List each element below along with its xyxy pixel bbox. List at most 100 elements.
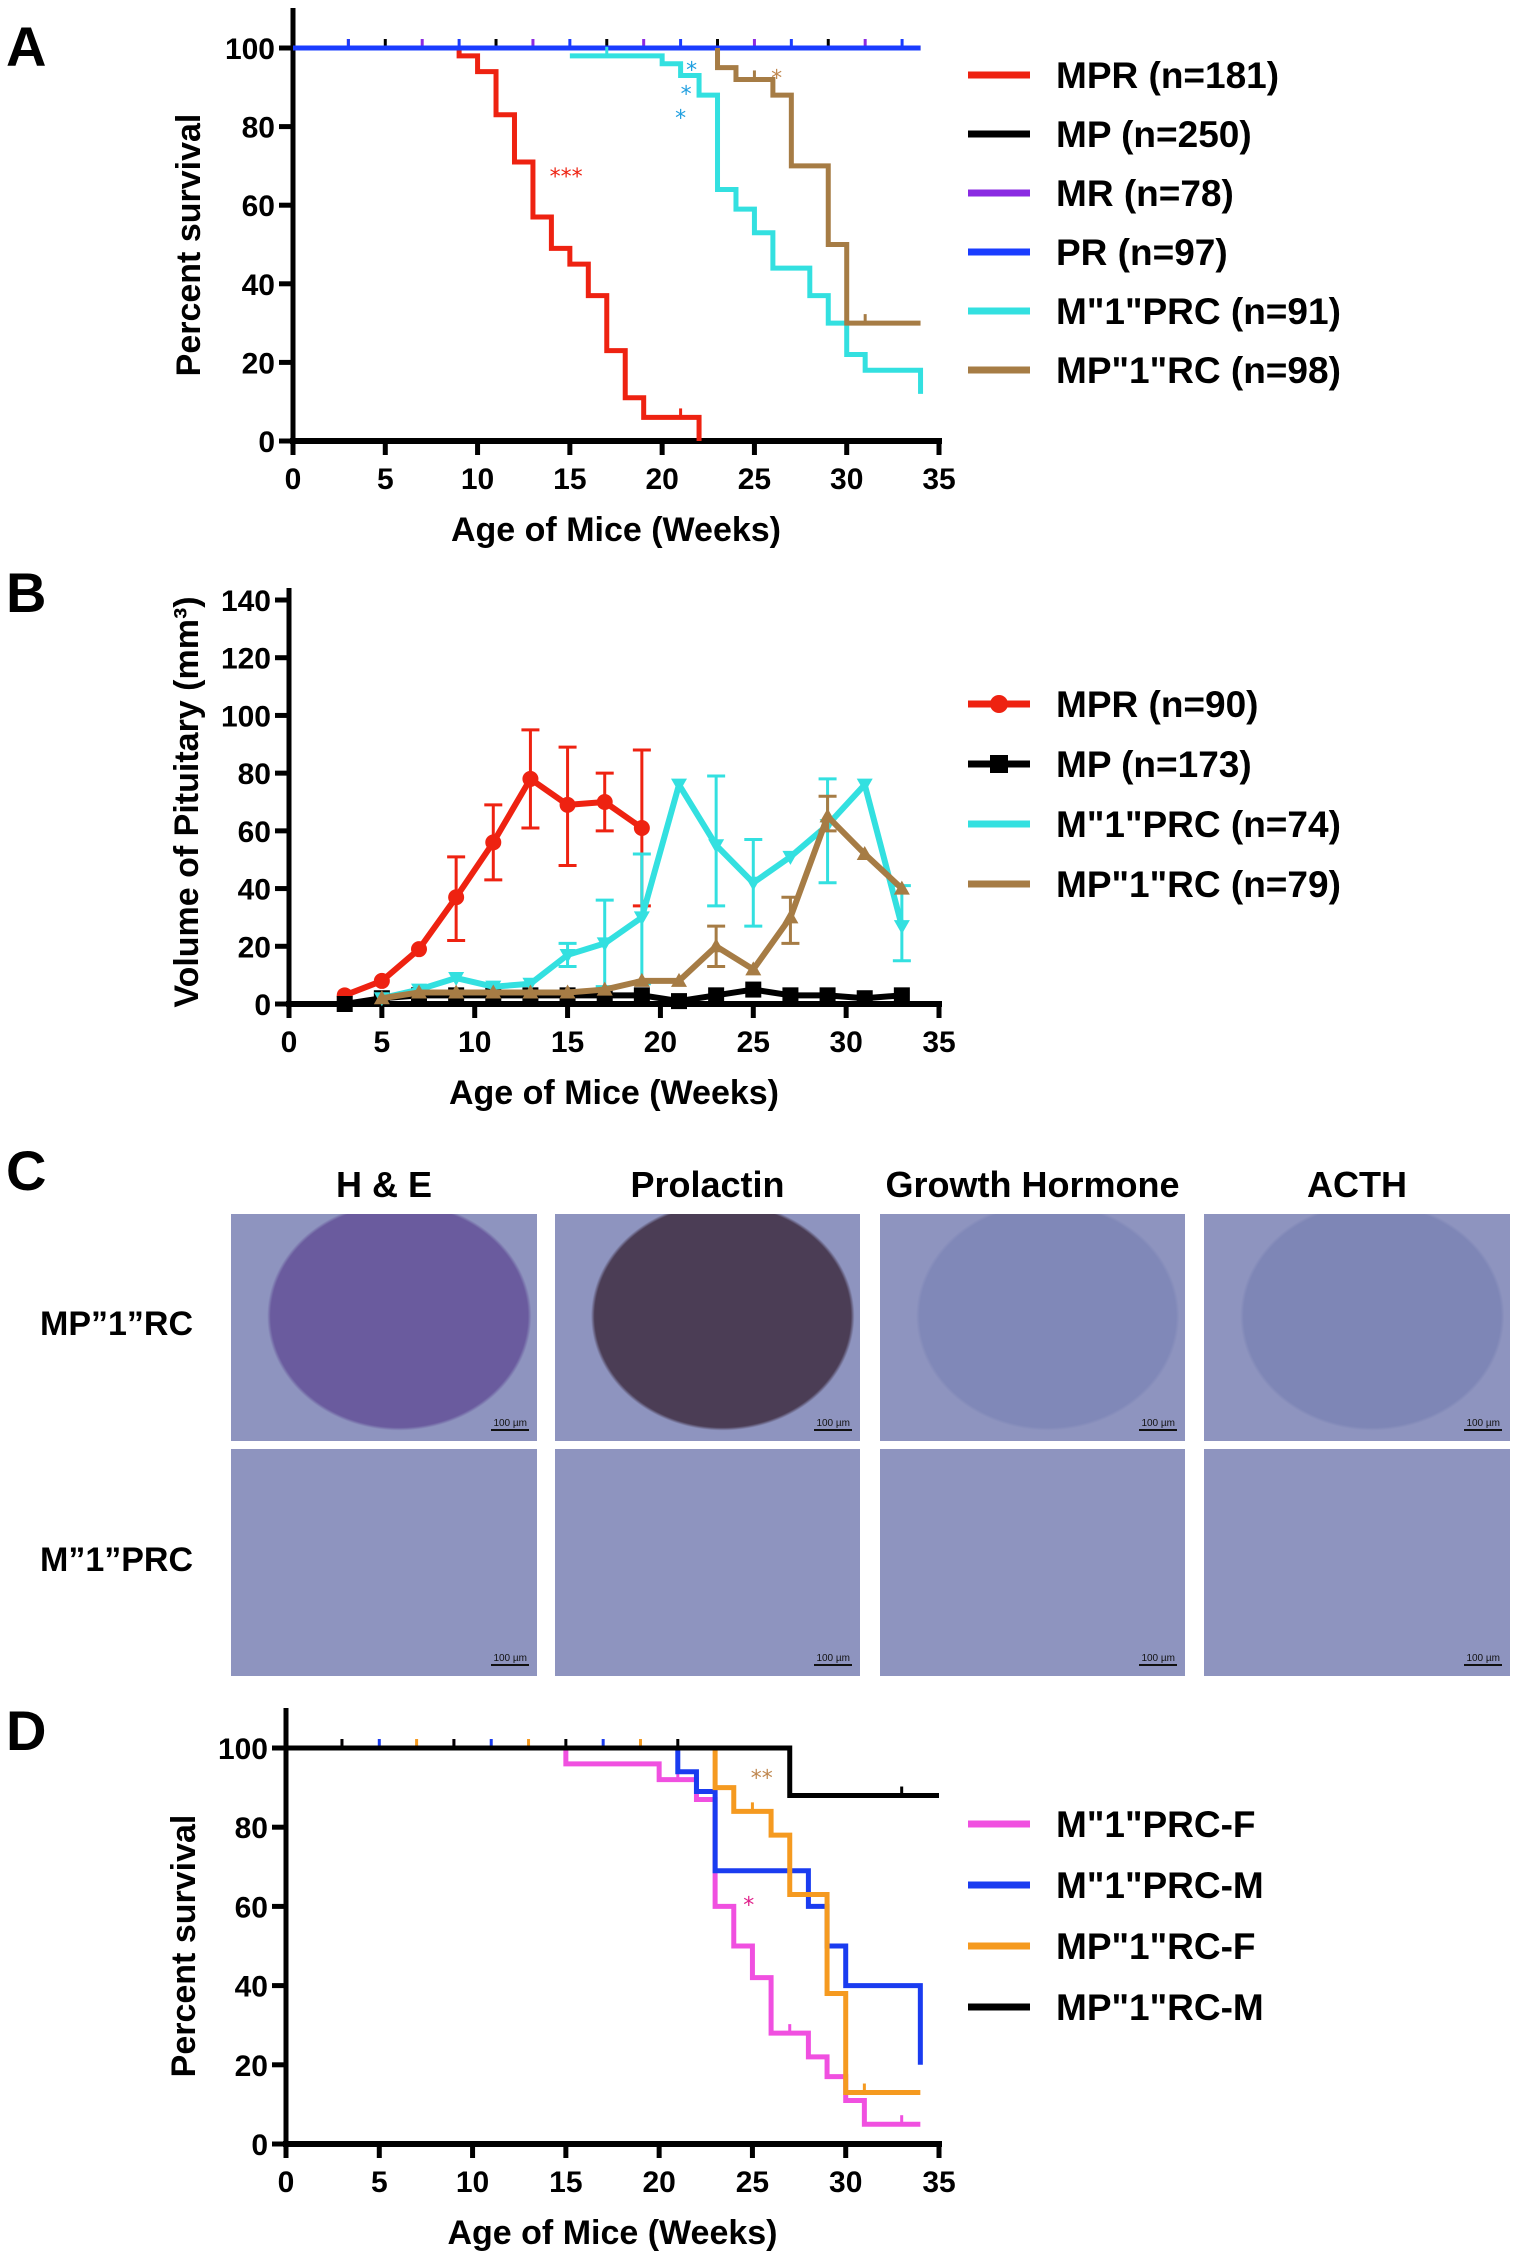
y-tick-label: 60	[235, 1891, 268, 1924]
survival-curve-4	[569, 53, 924, 394]
data-point	[596, 794, 613, 810]
data-point	[893, 987, 910, 1004]
x-tick-label: 35	[922, 463, 955, 496]
survival-curve-2	[286, 1745, 921, 2096]
data-point	[633, 972, 650, 987]
y-tick-label: 40	[235, 1971, 268, 2004]
chart-d-survival-by-sex: 0 5 10 15 20 25 30 35 0 20 40 60 80 100 Age of Mice (W…	[165, 1708, 1264, 2252]
panel-letter-c: C	[6, 1139, 46, 1202]
x-tick-label: 20	[644, 1026, 677, 1059]
scale-bar: 100 µm	[1464, 1653, 1502, 1666]
y-axis-title: Percent survival	[170, 114, 208, 377]
legend-label: MPR (n=90)	[1056, 684, 1259, 725]
x-tick-label: 35	[922, 2166, 955, 2199]
legend-label: MR (n=78)	[1056, 173, 1234, 214]
scale-bar: 100 µm	[491, 1418, 529, 1431]
data-point	[522, 770, 539, 787]
y-tick-label: 60	[238, 816, 271, 849]
data-point	[522, 984, 539, 999]
legend-marker	[990, 695, 1008, 713]
data-point	[448, 972, 465, 987]
y-tick-label: 40	[238, 874, 271, 907]
x-tick-label: 25	[736, 2166, 769, 2199]
x-tick-label: 30	[829, 1026, 862, 1059]
x-tick-label: 25	[737, 1026, 770, 1059]
legend-label: MP"1"RC (n=79)	[1056, 864, 1341, 905]
survival-curve-3	[286, 1745, 939, 1799]
data-point	[559, 796, 576, 813]
x-tick-label: 30	[830, 463, 863, 496]
histology-image-he-row-2: 100 µm	[231, 1449, 537, 1676]
significance-annotation: *	[681, 83, 692, 108]
y-tick-label: 80	[238, 758, 271, 791]
data-point	[336, 996, 353, 1012]
panel-letter-a: A	[6, 15, 46, 78]
data-point	[893, 880, 910, 895]
y-tick-label: 120	[221, 643, 271, 676]
chart-b-pituitary-volume: 0 5 10 15 20 25 30 35 0 20 40 60 80 100 120 140 Age of M…	[168, 585, 1341, 1112]
column-header-prolactin: Prolactin	[630, 1164, 785, 1205]
y-tick-label: 0	[251, 2129, 268, 2162]
x-tick-label: 0	[281, 1026, 298, 1059]
histology-image-growth-hormone-row-1: 100 µm	[880, 1214, 1185, 1441]
legend-label: M"1"PRC (n=91)	[1056, 291, 1341, 332]
data-point	[708, 938, 725, 953]
y-axis-title: Volume of Pituitary (mm³)	[168, 596, 206, 1007]
legend-label: M"1"PRC-F	[1056, 1804, 1256, 1845]
y-tick-label: 100	[221, 700, 271, 733]
data-point	[819, 987, 836, 1004]
data-point	[745, 981, 762, 998]
x-tick-label: 20	[642, 2166, 675, 2199]
histology-image-prolactin-row-2: 100 µm	[555, 1449, 860, 1676]
y-tick-label: 0	[258, 426, 275, 459]
survival-curve-5	[715, 48, 921, 326]
x-tick-label: 5	[371, 2166, 388, 2199]
column-header-growth-hormone: Growth Hormone	[885, 1164, 1180, 1205]
x-tick-label: 15	[551, 1026, 584, 1059]
column-header-he: H & E	[335, 1164, 432, 1205]
data-point	[782, 850, 799, 865]
x-tick-label: 30	[829, 2166, 862, 2199]
x-tick-label: 5	[374, 1026, 391, 1059]
x-tick-label: 10	[458, 1026, 491, 1059]
y-tick-label: 80	[242, 112, 275, 145]
data-point	[485, 984, 502, 999]
data-point	[559, 984, 576, 999]
data-point	[893, 920, 910, 935]
scale-bar: 100 µm	[491, 1653, 529, 1666]
row-label-m1prc: M”1”PRC	[40, 1541, 194, 1579]
data-point	[373, 990, 390, 1005]
data-point	[633, 987, 650, 1004]
survival-curve-1	[286, 1745, 923, 2065]
x-tick-label: 10	[456, 2166, 489, 2199]
chart-a-survival: 0 5 10 15 20 25 30 35 0 20 40 60 80 100 Age of Mice (W…	[170, 8, 1341, 549]
significance-annotation: ***	[550, 165, 583, 190]
legend-label: MP (n=173)	[1056, 744, 1252, 785]
x-tick-label: 0	[285, 463, 302, 496]
y-tick-label: 100	[218, 1733, 268, 1766]
survival-curve-0	[293, 45, 702, 441]
legend-label: M"1"PRC (n=74)	[1056, 804, 1341, 845]
data-point	[373, 972, 390, 989]
data-point	[448, 984, 465, 999]
data-point	[745, 961, 762, 976]
x-tick-label: 0	[278, 2166, 295, 2199]
scale-bar: 100 µm	[1139, 1653, 1177, 1666]
x-tick-label: 10	[461, 463, 494, 496]
scale-bar: 100 µm	[1464, 1418, 1502, 1431]
x-axis-title: Age of Mice (Weeks)	[449, 1074, 779, 1112]
data-point	[782, 909, 799, 924]
data-point	[633, 911, 650, 926]
histology-image-acth-row-2: 100 µm	[1204, 1449, 1510, 1676]
data-point	[559, 948, 576, 963]
legend-label: M"1"PRC-M	[1056, 1865, 1264, 1906]
x-tick-label: 15	[549, 2166, 582, 2199]
y-tick-label: 0	[254, 989, 271, 1022]
data-point	[819, 808, 836, 823]
histology-image-prolactin-row-1: 100 µm	[555, 1214, 860, 1441]
y-tick-label: 80	[235, 1812, 268, 1845]
x-axis-title: Age of Mice (Weeks)	[451, 511, 781, 549]
data-point	[671, 972, 687, 987]
y-axis-title: Percent survival	[165, 1815, 203, 2078]
